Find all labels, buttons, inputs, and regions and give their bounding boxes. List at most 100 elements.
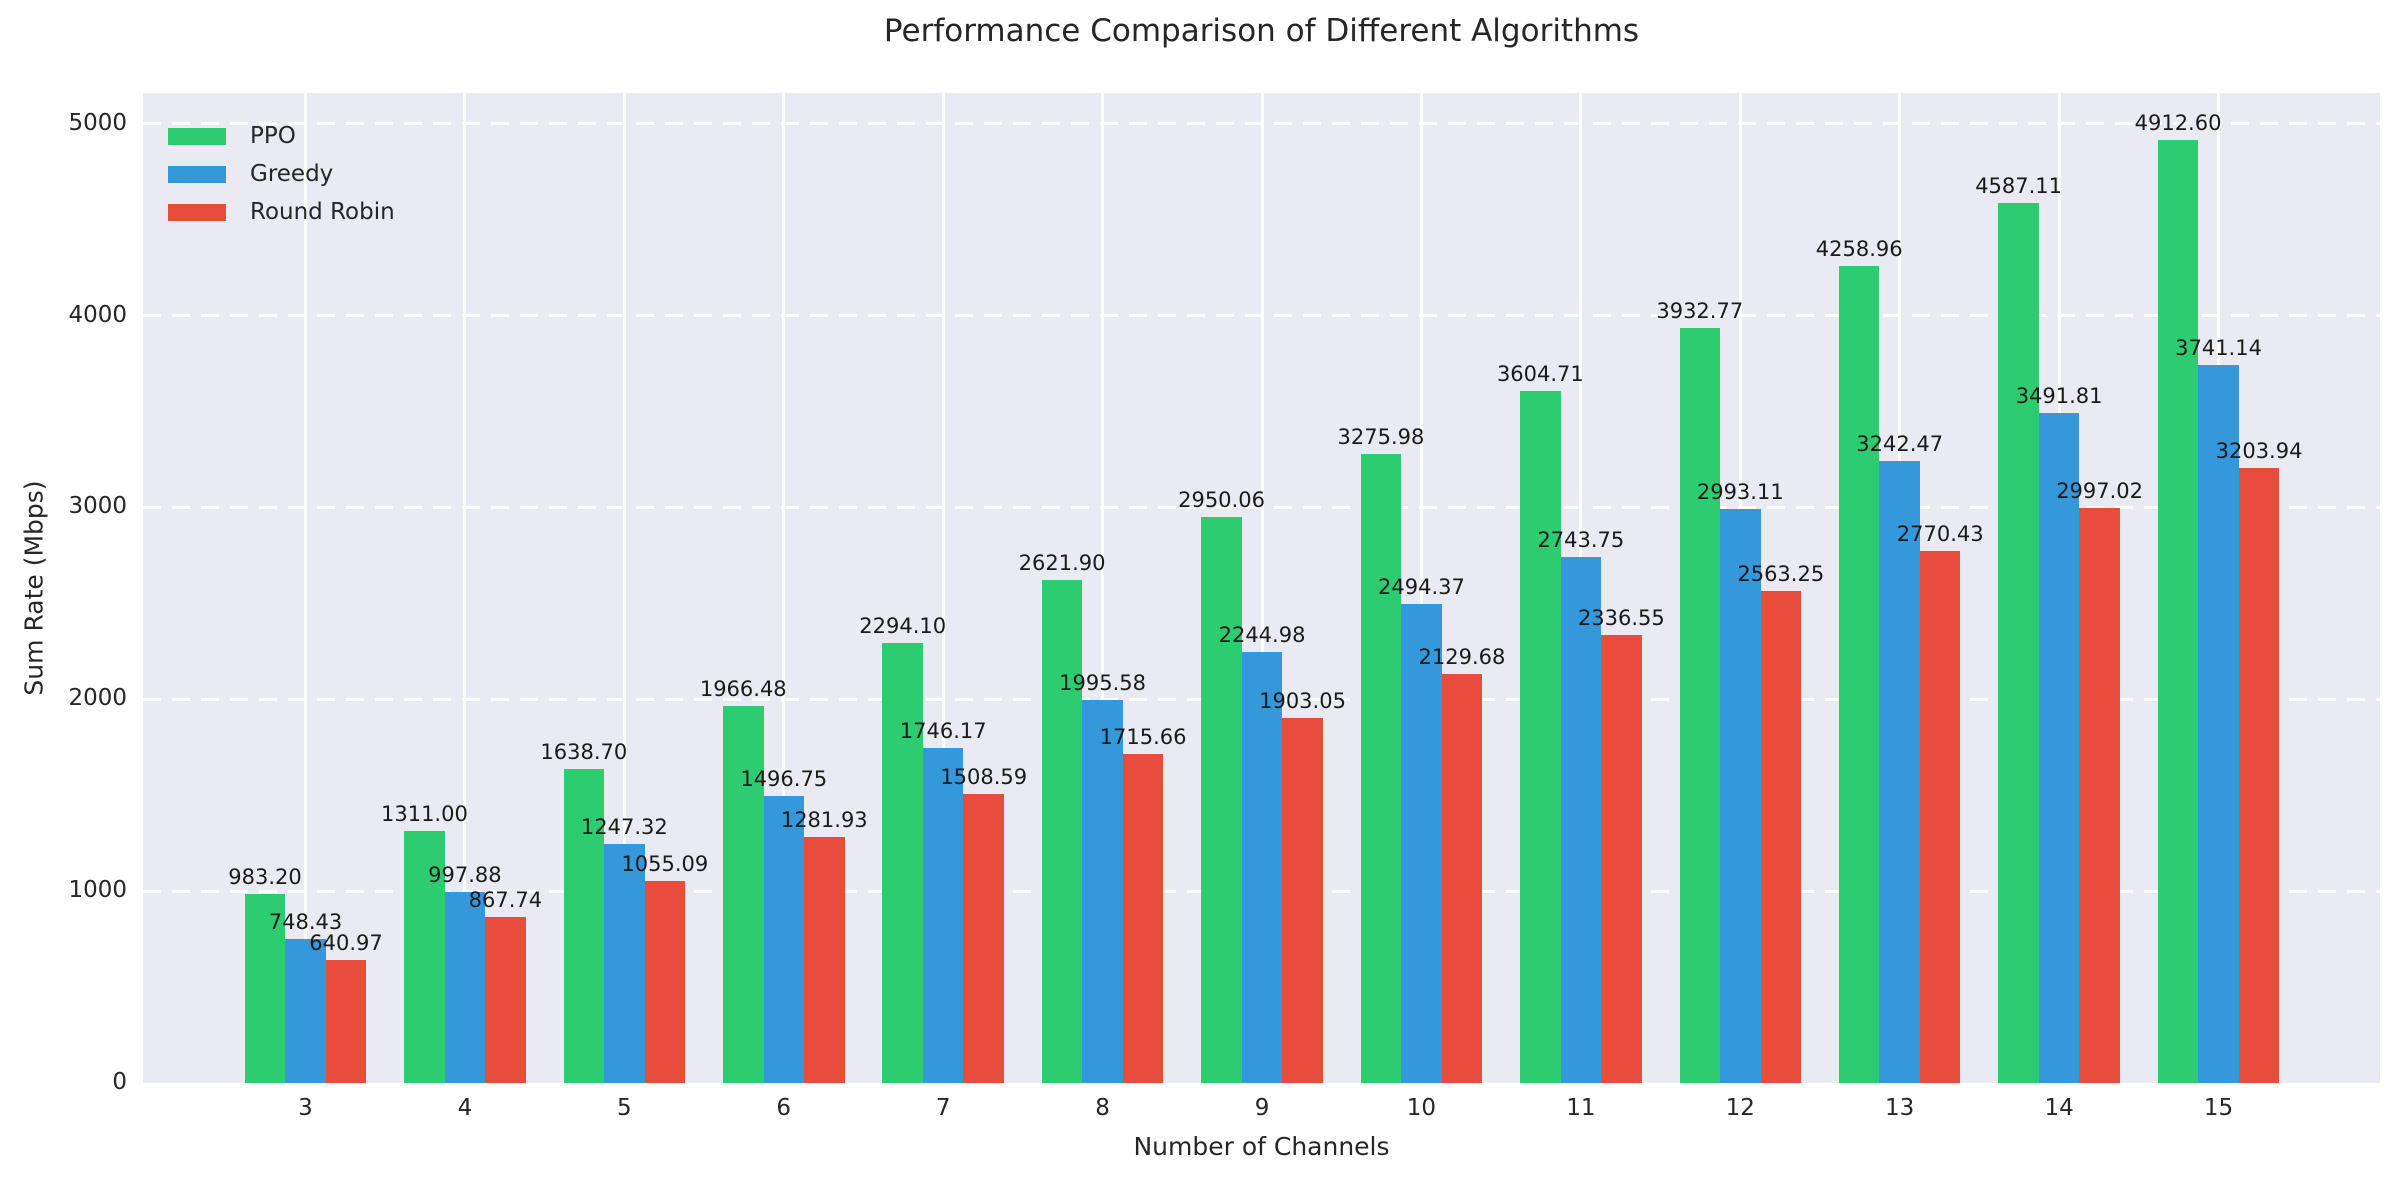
bar-round-robin-ch8 — [1122, 753, 1164, 1083]
bar-ppo-ch14 — [1998, 202, 2039, 1083]
legend-item-ppo: PPO — [168, 117, 395, 155]
bar-value-label: 2244.98 — [1218, 623, 1306, 648]
gridline-vertical-4 — [463, 93, 467, 1083]
bar-value-label: 997.88 — [428, 862, 502, 887]
bar-ppo-ch15 — [2157, 140, 2199, 1083]
legend-swatch-greedy-icon — [168, 165, 226, 183]
bar-round-robin-ch4 — [485, 916, 526, 1083]
bar-value-label: 4912.60 — [2134, 111, 2222, 136]
legend-label-ppo: PPO — [250, 123, 296, 149]
x-tick-14: 14 — [2044, 1095, 2074, 1121]
bar-value-label: 3275.98 — [1337, 425, 1425, 450]
bar-value-label: 2950.06 — [1178, 488, 1265, 512]
x-tick-9: 9 — [1254, 1095, 1270, 1121]
bar-value-label: 1508.59 — [940, 764, 1028, 789]
chart-title: Performance Comparison of Different Algo… — [883, 13, 1640, 49]
bar-ppo-ch8 — [1041, 579, 1083, 1083]
x-tick-7: 7 — [935, 1095, 951, 1121]
bar-greedy-ch3 — [285, 939, 326, 1083]
bar-value-label: 3604.71 — [1496, 362, 1584, 387]
bar-round-robin-ch6 — [804, 837, 845, 1083]
bar-ppo-ch13 — [1838, 265, 1880, 1083]
bar-value-label: 983.20 — [228, 865, 302, 890]
y-axis-label: Sum Rate (Mbps) — [19, 480, 49, 696]
bar-value-label: 867.74 — [468, 887, 543, 912]
bar-value-label: 2129.68 — [1418, 645, 1506, 670]
y-tick-0: 0 — [112, 1069, 127, 1095]
bar-value-label: 3741.14 — [2175, 336, 2262, 361]
x-tick-4: 4 — [457, 1095, 473, 1121]
bar-value-label: 2743.75 — [1537, 527, 1625, 552]
legend-swatch-round-robin-icon — [168, 203, 226, 221]
bar-value-label: 3203.94 — [2215, 439, 2303, 464]
bar-value-label: 1638.70 — [540, 739, 628, 764]
bar-value-label: 1496.75 — [740, 766, 828, 791]
bar-value-label: 3491.81 — [2015, 384, 2103, 409]
bar-greedy-ch10 — [1401, 604, 1442, 1083]
bar-round-robin-ch11 — [1601, 634, 1642, 1083]
gridline-vertical-10 — [1419, 93, 1423, 1083]
gridline-vertical-8 — [1101, 93, 1105, 1083]
plot-area: PPO Greedy Round Robin 983.20 1311.00 1638.7… — [143, 93, 2380, 1083]
bar-ppo-ch5 — [563, 768, 605, 1083]
bar-greedy-ch11 — [1560, 556, 1602, 1083]
gridline-vertical-9 — [1260, 93, 1264, 1083]
bar-greedy-ch13 — [1879, 460, 1920, 1083]
bar-value-label: 2997.02 — [2056, 478, 2144, 503]
bar-round-robin-ch15 — [2238, 468, 2280, 1083]
bar-greedy-ch4 — [444, 891, 486, 1083]
bar-round-robin-ch5 — [644, 880, 686, 1083]
bar-value-label: 1311.00 — [380, 802, 468, 827]
x-tick-6: 6 — [776, 1095, 792, 1121]
x-tick-11: 11 — [1566, 1095, 1596, 1121]
bar-ppo-ch11 — [1520, 391, 1561, 1083]
bar-round-robin-ch14 — [2079, 507, 2120, 1083]
bar-value-label: 1247.32 — [580, 814, 668, 839]
legend-label-greedy: Greedy — [250, 161, 334, 187]
bar-round-robin-ch12 — [1760, 591, 1802, 1083]
x-tick-10: 10 — [1406, 1095, 1437, 1121]
x-tick-5: 5 — [617, 1095, 632, 1121]
bar-ppo-ch9 — [1201, 517, 1242, 1083]
legend-item-greedy: Greedy — [168, 155, 395, 193]
legend: PPO Greedy Round Robin — [168, 117, 395, 231]
bar-value-label: 3932.77 — [1656, 299, 1744, 324]
gridline-horizontal-4000 — [143, 314, 2380, 318]
bar-value-label: 2993.11 — [1696, 479, 1784, 504]
bar-value-label: 2336.55 — [1577, 605, 1665, 630]
y-tick-4000: 4000 — [68, 301, 127, 328]
bar-value-label: 1715.66 — [1099, 724, 1187, 749]
bar-round-robin-ch3 — [325, 960, 367, 1083]
x-tick-8: 8 — [1095, 1095, 1110, 1121]
bar-greedy-ch14 — [2038, 413, 2080, 1083]
x-tick-3: 3 — [298, 1095, 313, 1121]
bar-value-label: 1746.17 — [899, 718, 987, 743]
x-tick-15: 15 — [2203, 1095, 2234, 1121]
bar-round-robin-ch10 — [1441, 674, 1483, 1083]
bar-greedy-ch6 — [763, 795, 804, 1083]
y-tick-2000: 2000 — [68, 685, 127, 712]
bar-value-label: 2621.90 — [1018, 550, 1106, 575]
bar-value-label: 4258.96 — [1815, 236, 1903, 261]
bar-value-label: 1281.93 — [780, 808, 868, 833]
bar-value-label: 1995.58 — [1059, 671, 1147, 696]
x-tick-12: 12 — [1725, 1095, 1755, 1121]
bar-value-label: 4587.11 — [1975, 173, 2063, 198]
legend-item-round-robin: Round Robin — [168, 193, 395, 231]
bar-value-label: 1055.09 — [621, 851, 709, 876]
bar-value-label: 2563.25 — [1737, 562, 1825, 587]
bar-greedy-ch8 — [1082, 700, 1123, 1083]
bar-round-robin-ch7 — [963, 793, 1004, 1083]
bar-greedy-ch9 — [1241, 652, 1283, 1083]
bar-value-label: 640.97 — [309, 931, 383, 956]
bar-ppo-ch10 — [1360, 454, 1402, 1083]
legend-label-round-robin: Round Robin — [250, 199, 395, 225]
bar-round-robin-ch9 — [1282, 717, 1323, 1083]
bar-value-label: 3242.47 — [1856, 431, 1944, 456]
bar-greedy-ch15 — [2198, 365, 2239, 1083]
bar-value-label: 2494.37 — [1378, 575, 1465, 600]
gridline-vertical-7 — [941, 93, 945, 1083]
x-tick-13: 13 — [1885, 1095, 1915, 1121]
bar-value-label: 1903.05 — [1259, 688, 1346, 713]
